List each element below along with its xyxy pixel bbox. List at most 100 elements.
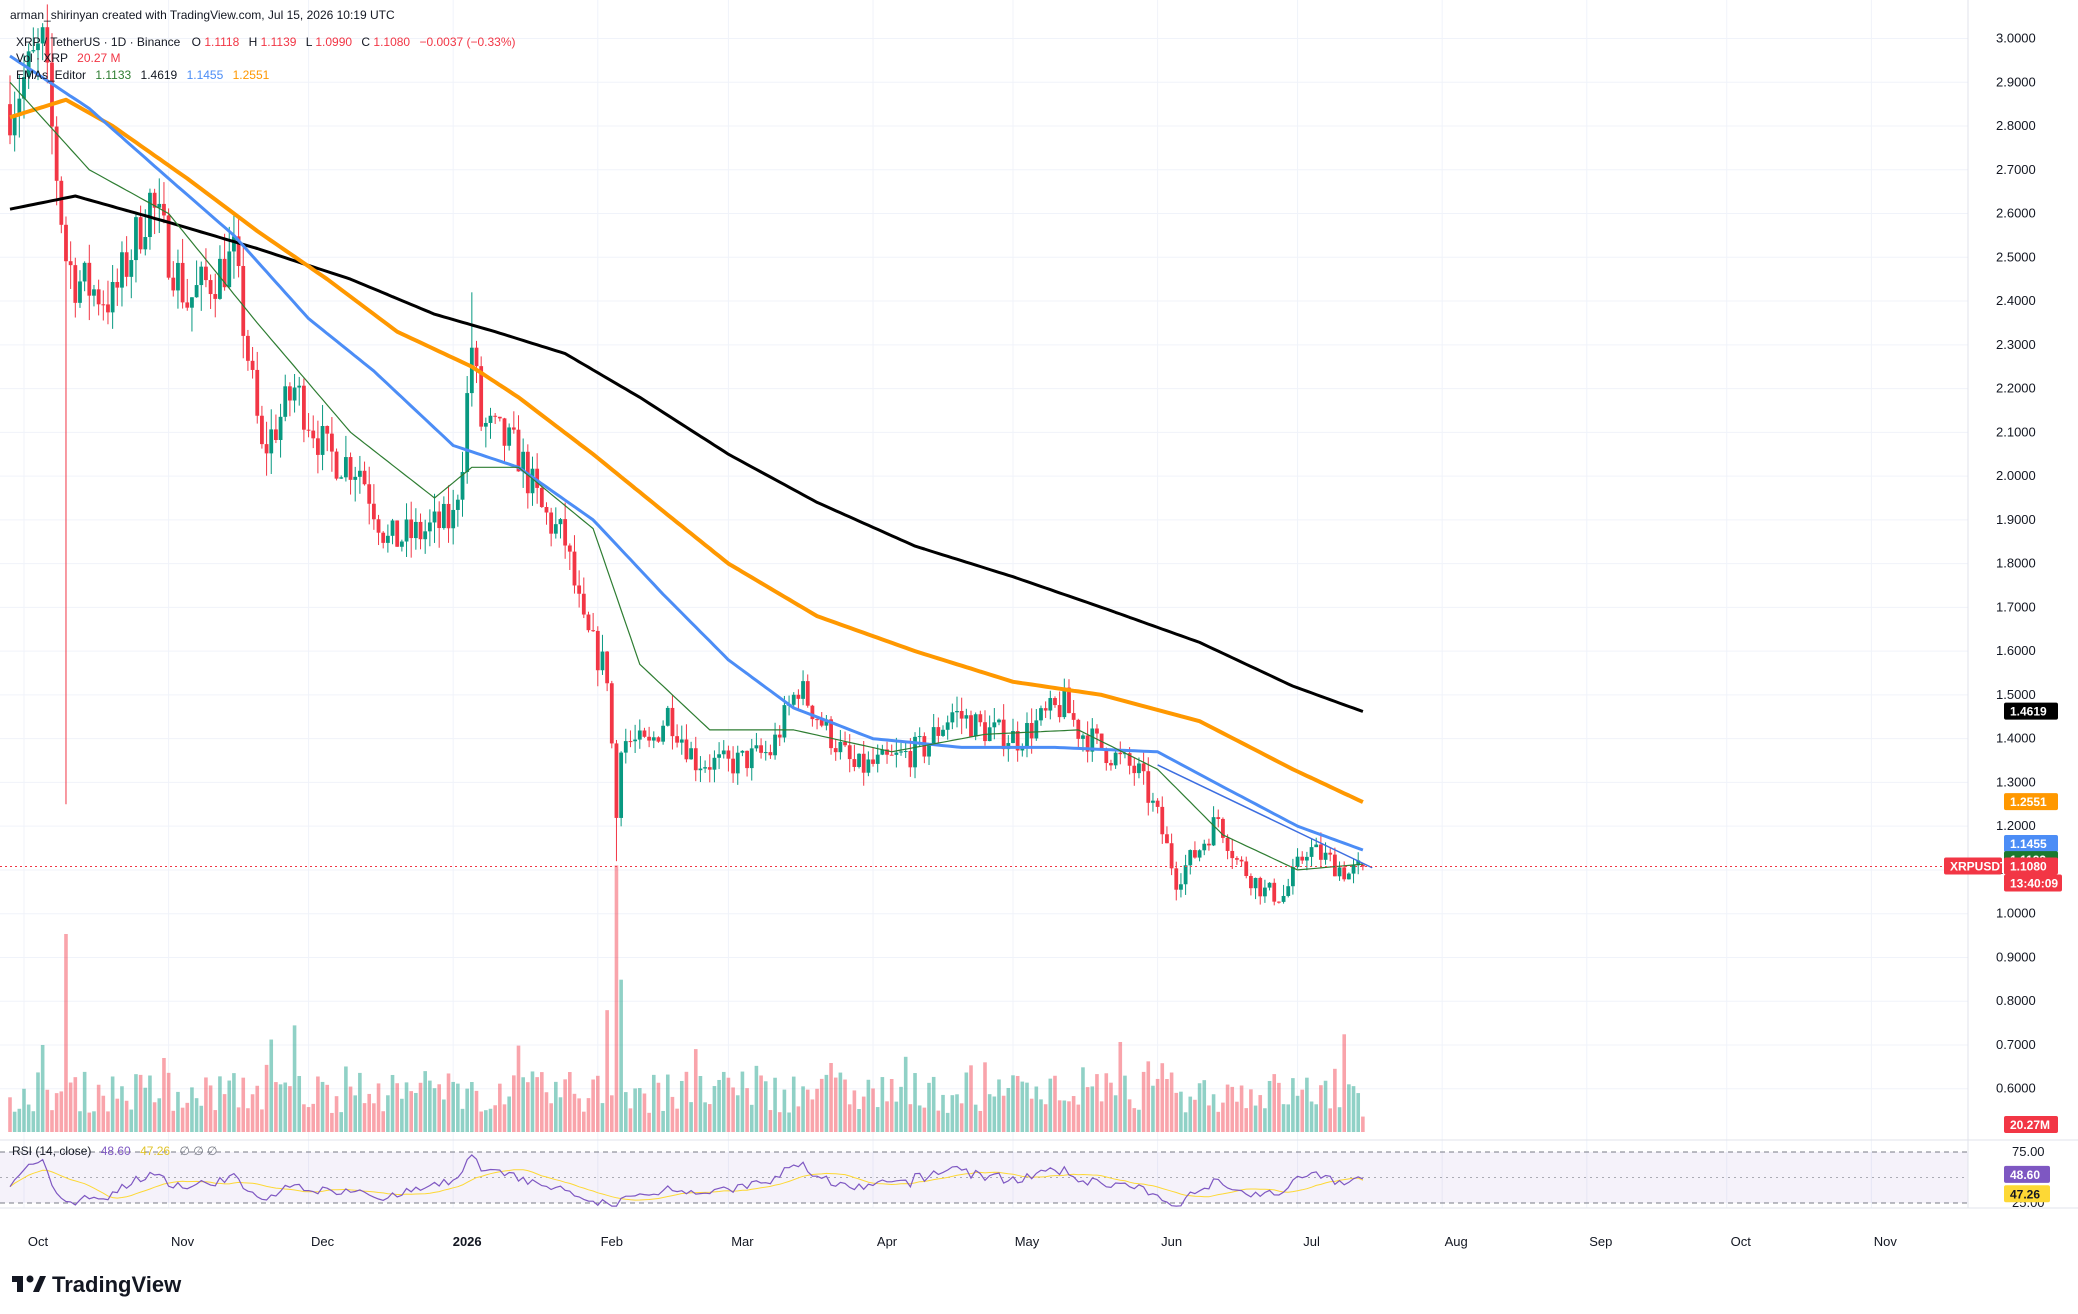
volume-bar: [838, 1072, 843, 1132]
candle: [1151, 792, 1155, 812]
candle-body: [983, 722, 987, 742]
candle: [493, 413, 498, 424]
candle-body: [945, 722, 950, 730]
price-tick-label: 2.0000: [1996, 468, 2036, 483]
candle: [399, 539, 404, 552]
candle: [983, 710, 987, 746]
candle-body: [22, 77, 26, 99]
candle-body: [1244, 861, 1249, 876]
candle-body: [64, 224, 68, 262]
ema100-price-label: 1.2551: [2004, 793, 2058, 811]
volume-bar: [782, 1089, 787, 1132]
volume-bar: [959, 1103, 964, 1132]
volume-bar: [320, 1081, 325, 1132]
volume-bar: [1258, 1095, 1263, 1132]
candle-body: [465, 393, 470, 472]
candle: [913, 732, 917, 779]
candle-body: [1230, 850, 1235, 859]
candle: [96, 279, 101, 316]
volume-bar: [1361, 1116, 1365, 1132]
candle-body: [264, 444, 269, 454]
candle: [92, 284, 96, 307]
candle: [1239, 856, 1244, 867]
candle-body: [12, 114, 17, 136]
price-tick-label: 2.8000: [1996, 118, 2036, 133]
time-gridlines: [23, 0, 1872, 1208]
candle: [12, 91, 17, 152]
candle-body: [838, 741, 843, 753]
candle: [110, 265, 115, 329]
volume-bar: [777, 1112, 782, 1132]
candle-body: [1211, 817, 1216, 846]
candle-body: [1104, 748, 1109, 764]
candle: [535, 453, 540, 504]
volume-bar: [526, 1082, 530, 1132]
candle-body: [600, 651, 605, 671]
volume-bar: [609, 1095, 614, 1132]
tradingview-logo[interactable]: TradingView: [12, 1272, 182, 1297]
candle-body: [297, 385, 302, 388]
candle: [1160, 796, 1165, 844]
candle: [1146, 757, 1151, 816]
volume-bar: [269, 1039, 274, 1132]
volume-bar: [1034, 1086, 1039, 1132]
candle-body: [1342, 867, 1347, 880]
volume-bar: [199, 1105, 204, 1132]
volume-bar: [549, 1103, 553, 1132]
volume-bar: [166, 1072, 171, 1132]
candle: [1137, 757, 1141, 779]
candle-body: [782, 705, 787, 738]
candle: [567, 543, 572, 571]
volume-bar: [1137, 1109, 1141, 1132]
candle: [703, 760, 707, 773]
volume-bar: [101, 1095, 106, 1132]
candle-body: [1113, 752, 1118, 766]
candle: [320, 404, 325, 471]
candle: [885, 741, 889, 764]
volume-bar: [1183, 1112, 1188, 1132]
price-tick-label: 1.5000: [1996, 687, 2036, 702]
volume-bar: [250, 1094, 255, 1132]
candle: [432, 493, 437, 543]
time-tick-label: Nov: [171, 1234, 195, 1249]
candle: [922, 732, 927, 764]
volume-bar: [698, 1076, 703, 1132]
volume-bar: [1193, 1099, 1197, 1132]
candle-body: [1202, 843, 1207, 851]
candle: [455, 494, 460, 527]
candle: [805, 674, 810, 708]
volume-bar: [521, 1077, 525, 1132]
candle: [1193, 841, 1197, 859]
volume-bar: [17, 1108, 22, 1132]
volume-bar: [945, 1112, 950, 1132]
candle: [530, 456, 535, 506]
candle-body: [637, 730, 642, 740]
candle-body: [152, 192, 157, 208]
candle: [1230, 838, 1235, 870]
volume-bar: [45, 1089, 50, 1132]
volume-bar: [330, 1112, 334, 1132]
candle-body: [567, 545, 572, 552]
ohlc-c-value: 1.1080: [373, 35, 410, 49]
candle-body: [609, 683, 614, 744]
volume-bar: [693, 1049, 698, 1132]
candle: [717, 742, 721, 770]
candle-body: [913, 736, 917, 768]
time-axis[interactable]: Oct Nov Dec 2026 Feb Mar Apr May Jun Jul Aug Sep Oct…: [28, 1234, 1898, 1249]
volume-bar: [460, 1108, 465, 1132]
candle-body: [675, 736, 680, 743]
candle-body: [283, 386, 288, 417]
volume-bar: [1211, 1094, 1216, 1132]
volume-bar: [306, 1107, 311, 1132]
volume-bar: [1202, 1080, 1207, 1132]
candle: [479, 356, 484, 431]
price-axis[interactable]: 3.0000 2.9000 2.8000 2.7000 2.6000 2.5000 2.40…: [1996, 31, 2036, 1096]
candle: [955, 696, 959, 728]
rsi-lines: [9, 1154, 1364, 1207]
candle-body: [805, 681, 810, 706]
price-tick-label: 2.9000: [1996, 74, 2036, 89]
volume-bar: [969, 1065, 973, 1132]
trendline[interactable]: [1157, 764, 1373, 869]
candle-body: [777, 734, 782, 738]
